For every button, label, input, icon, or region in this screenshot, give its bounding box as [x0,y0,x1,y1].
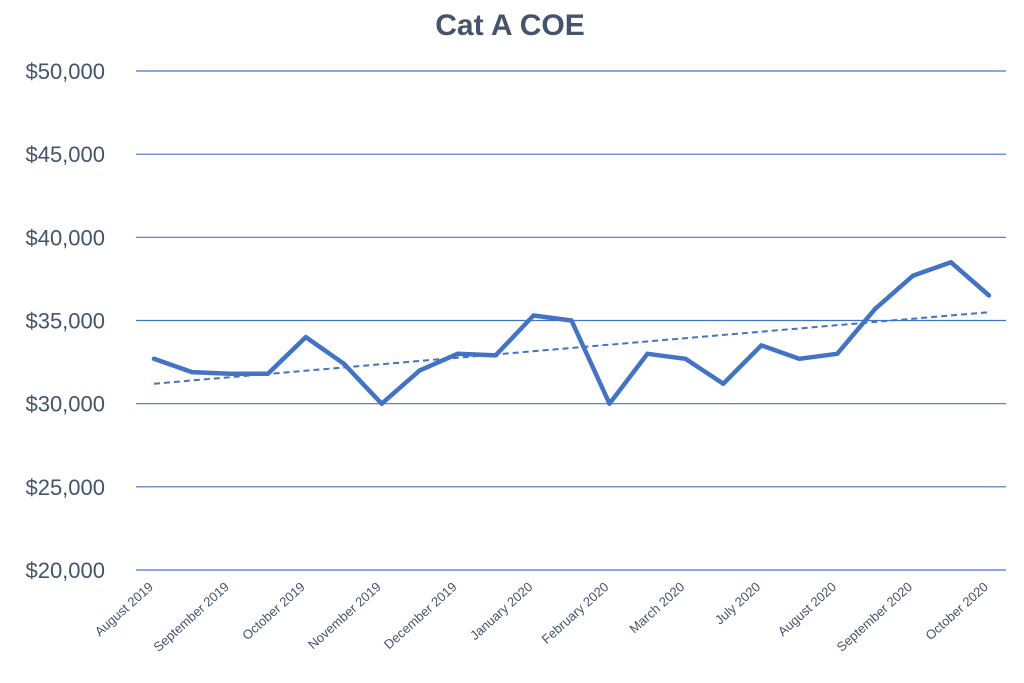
x-tick-label: October 2020 [922,579,991,643]
x-tick-label: July 2020 [712,579,763,627]
data-point [189,370,194,375]
data-point [645,351,650,356]
y-tick-label: $45,000 [25,142,105,167]
y-axis-labels: $20,000 $25,000 $30,000 $35,000 $40,000 $45,0… [25,59,105,583]
data-point [455,351,460,356]
data-point [379,401,384,406]
x-tick-label: March 2020 [626,579,687,636]
data-point [227,371,232,376]
x-tick-label: September 2020 [834,579,915,654]
data-point [417,368,422,373]
data-point [152,356,156,361]
series-group [151,260,992,406]
data-point [911,273,916,278]
x-tick-label: December 2019 [381,579,460,652]
data-point [949,260,954,265]
gridlines [136,70,1006,571]
series-line [151,260,992,406]
y-tick-label: $20,000 [25,558,105,583]
y-tick-label: $35,000 [25,309,105,334]
x-tick-label: January 2020 [467,579,536,643]
data-point [835,351,840,356]
data-point [303,335,308,340]
data-point [569,318,574,323]
data-point [493,353,498,358]
data-point [341,361,346,366]
data-point [873,306,878,311]
data-point [265,371,270,376]
chart-title: Cat A COE [435,9,584,42]
x-tick-label: February 2020 [539,579,612,647]
x-tick-label: November 2019 [305,579,384,652]
y-tick-label: $50,000 [25,59,105,84]
x-tick-label: October 2019 [239,579,308,643]
data-point [759,343,764,348]
x-tick-label: August 2019 [92,579,156,639]
data-point [607,401,612,406]
x-tick-label: September 2019 [150,579,231,654]
data-point [683,356,688,361]
y-tick-label: $25,000 [25,475,105,500]
y-tick-label: $40,000 [25,225,105,250]
data-point [531,313,536,318]
data-point [987,293,991,298]
data-point [797,356,802,361]
data-point [721,381,726,386]
x-tick-label: August 2020 [775,579,839,639]
y-tick-label: $30,000 [25,392,105,417]
